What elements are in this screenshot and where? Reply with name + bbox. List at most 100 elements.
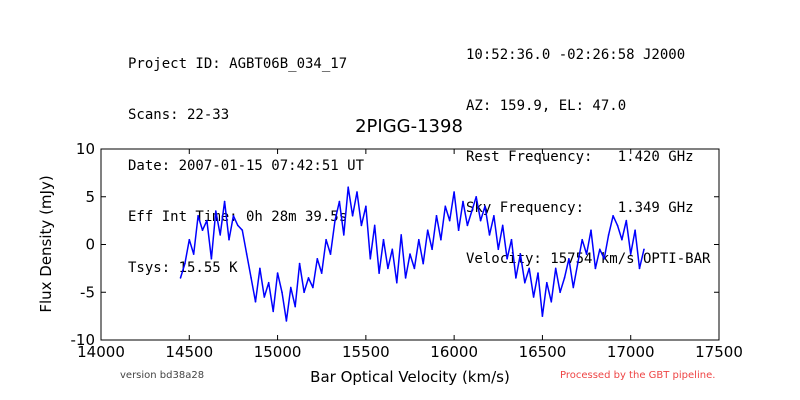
data-point xyxy=(431,248,433,251)
data-point xyxy=(528,267,530,270)
data-point xyxy=(466,224,469,227)
ticks-layer: 14000 14500 15000 15500 16000 16500 17000 17500… xyxy=(71,140,743,361)
data-point xyxy=(245,253,248,255)
sky-frequency: Sky Frequency: 1.349 GHz xyxy=(466,200,694,216)
data-point xyxy=(563,277,566,279)
data-point xyxy=(267,281,270,284)
x-tick-label: 17000 xyxy=(607,343,655,361)
data-point xyxy=(184,262,186,265)
x-tick-label: 14000 xyxy=(77,343,125,361)
data-point xyxy=(329,253,332,255)
data-point xyxy=(219,234,221,236)
x-tick-label: 17500 xyxy=(695,343,743,361)
date: Date: 2007-01-15 07:42:51 UT xyxy=(128,158,365,174)
data-point xyxy=(290,286,292,289)
data-point xyxy=(493,215,495,217)
data-point xyxy=(254,301,257,303)
data-point xyxy=(210,258,213,260)
data-point xyxy=(537,272,539,274)
data-point xyxy=(599,248,601,251)
data-point xyxy=(237,224,239,227)
data-point xyxy=(532,296,535,298)
data-point xyxy=(192,253,195,255)
x-tick-label: 15500 xyxy=(342,343,390,361)
data-point xyxy=(519,253,522,255)
data-point xyxy=(510,238,513,241)
data-point xyxy=(453,191,455,193)
data-point xyxy=(281,291,283,294)
data-point xyxy=(462,200,464,203)
data-point xyxy=(448,219,451,222)
data-point xyxy=(325,238,327,241)
data-point xyxy=(629,253,632,255)
data-point xyxy=(594,267,597,270)
data-point xyxy=(612,215,614,217)
data-point xyxy=(457,229,460,231)
data-point xyxy=(351,215,354,217)
x-tick-label: 16000 xyxy=(430,343,478,361)
data-point xyxy=(360,224,363,227)
data-point xyxy=(263,296,266,298)
tsys: Tsys: 15.55 K xyxy=(128,260,238,276)
y-tick-label: 5 xyxy=(85,188,95,206)
coordinates: 10:52:36.0 -02:26:58 J2000 xyxy=(466,47,686,63)
data-point xyxy=(484,205,486,208)
data-point xyxy=(501,224,504,227)
data-point xyxy=(603,258,605,260)
data-point xyxy=(471,210,473,212)
data-point xyxy=(228,238,230,241)
data-point xyxy=(272,310,275,313)
data-point xyxy=(391,248,394,251)
x-tick-label: 14500 xyxy=(165,343,213,361)
header-left: Project ID: AGBT06B_034_17 Scans: 22-33 … xyxy=(128,22,364,294)
data-point xyxy=(568,258,570,260)
data-point xyxy=(320,272,323,274)
data-point xyxy=(347,186,350,188)
data-point xyxy=(479,219,482,222)
data-point xyxy=(524,281,526,284)
data-point xyxy=(179,277,182,279)
data-point xyxy=(638,267,641,270)
data-point xyxy=(581,238,583,241)
project-id: Project ID: AGBT06B_034_17 xyxy=(128,56,348,72)
data-point xyxy=(400,234,403,236)
header-right: 10:52:36.0 -02:26:58 J2000 AZ: 159.9, EL… xyxy=(466,13,710,285)
data-point xyxy=(506,258,508,260)
series-line xyxy=(179,186,645,322)
data-point xyxy=(285,320,288,322)
data-point xyxy=(435,215,438,217)
chart-title: 2PIGG-1398 xyxy=(355,116,463,137)
data-point xyxy=(546,281,548,284)
data-point xyxy=(215,210,217,212)
data-point xyxy=(356,191,358,193)
velocity: Velocity: 15754 km/s OPTI-BAR xyxy=(466,251,711,267)
y-tick-label: -5 xyxy=(80,283,95,301)
data-point xyxy=(365,205,367,208)
data-point xyxy=(206,219,208,222)
data-point xyxy=(590,229,592,231)
data-point xyxy=(576,262,579,265)
data-point xyxy=(550,301,553,303)
data-point xyxy=(201,229,204,231)
data-point xyxy=(409,253,411,255)
x-tick-label: 16500 xyxy=(519,343,567,361)
data-point xyxy=(621,238,623,241)
data-point xyxy=(307,277,310,279)
version-label: version bd38a28 xyxy=(120,370,205,381)
scans: Scans: 22-33 xyxy=(128,107,230,123)
x-tick-label: 15000 xyxy=(254,343,302,361)
data-point xyxy=(241,229,244,231)
data-point xyxy=(197,215,199,217)
data-point xyxy=(488,234,491,236)
data-point xyxy=(396,281,398,284)
y-tick-label: 0 xyxy=(85,236,95,254)
data-point xyxy=(312,286,314,289)
data-point xyxy=(497,248,500,251)
data-point xyxy=(343,234,345,236)
data-point xyxy=(223,200,226,203)
data-point xyxy=(250,277,252,279)
data-point xyxy=(554,267,557,270)
data-point xyxy=(413,267,416,270)
data-point xyxy=(382,238,385,241)
